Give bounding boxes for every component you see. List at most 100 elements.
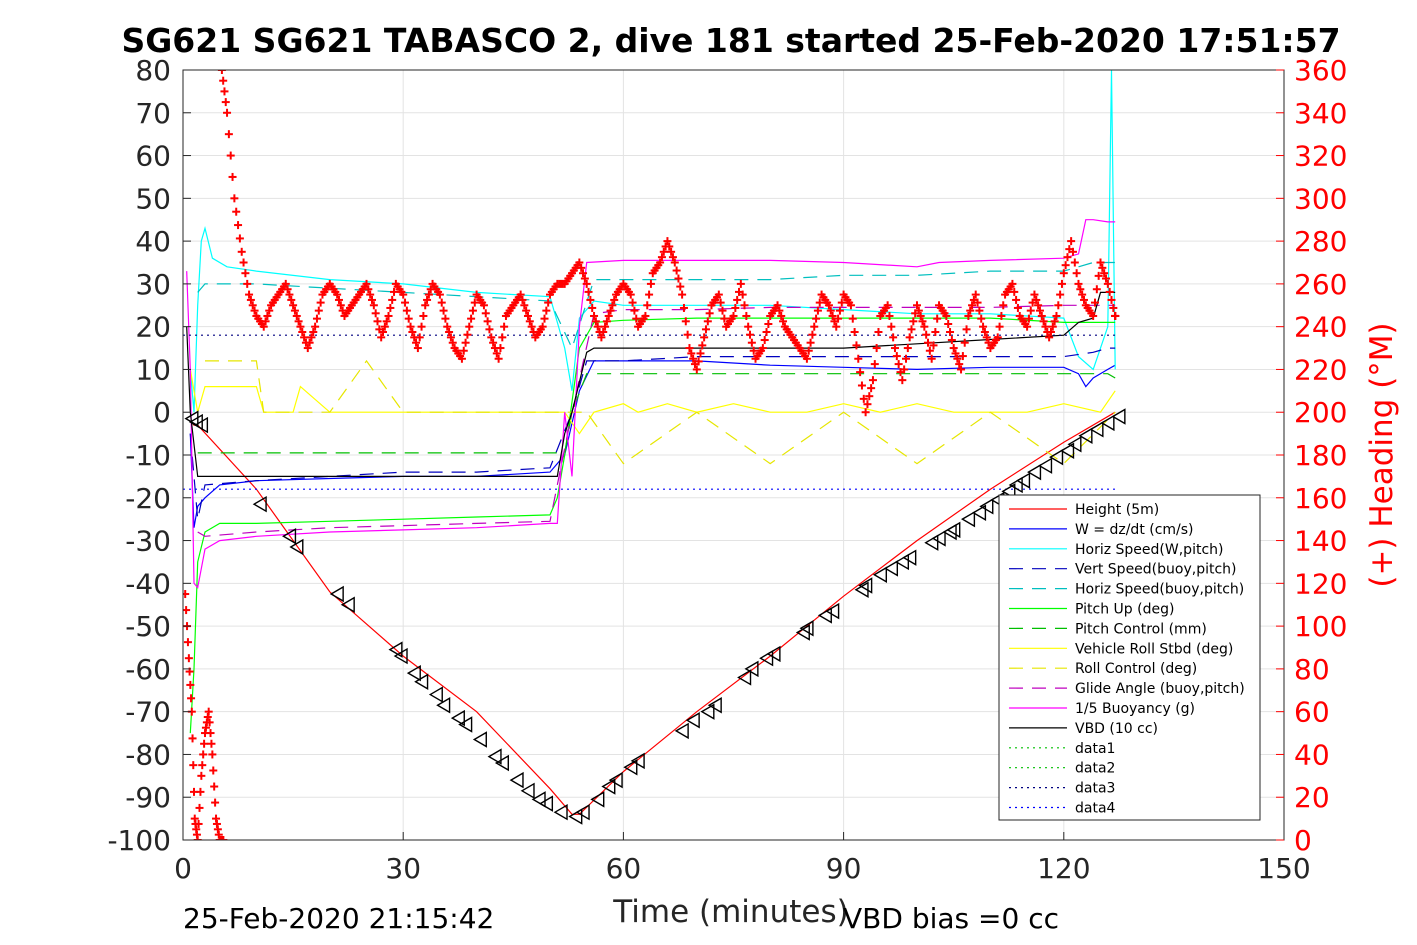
heading-marker — [656, 258, 665, 267]
heading-marker — [890, 344, 899, 353]
heading-layer — [183, 70, 1120, 840]
heading-marker — [731, 303, 740, 312]
heading-marker — [848, 314, 857, 323]
x-tick-label: 0 — [174, 852, 192, 885]
heading-marker — [999, 301, 1008, 310]
heading-marker — [298, 328, 307, 337]
y-tick-label: -50 — [125, 610, 171, 643]
heading-marker — [525, 317, 534, 326]
heading-marker — [207, 739, 216, 748]
height-marker — [1111, 408, 1126, 425]
heading-marker — [239, 258, 248, 267]
heading-marker — [285, 290, 294, 299]
heading-marker — [738, 290, 747, 299]
x-axis-label: Time (minutes) — [612, 894, 848, 930]
heading-marker — [300, 333, 309, 342]
heading-marker — [835, 306, 844, 315]
heading-marker — [580, 274, 589, 283]
heading-marker — [850, 328, 859, 337]
heading-marker — [608, 301, 617, 310]
heading-marker — [826, 306, 835, 315]
height-marker — [590, 791, 605, 808]
heading-marker — [894, 360, 903, 369]
heading-marker — [808, 330, 817, 339]
y-right-tick-label: 240 — [1294, 311, 1347, 344]
height-marker — [193, 416, 209, 434]
y-axis-right: 3603403203002802602402202001801601401201… — [1276, 54, 1347, 857]
y-right-tick-label: 0 — [1294, 824, 1312, 857]
y-tick-label: 0 — [153, 396, 171, 429]
heading-marker — [224, 130, 233, 139]
heading-marker — [1048, 322, 1057, 331]
legend-label-data2: data2 — [1075, 761, 1115, 777]
heading-marker — [1090, 298, 1099, 307]
heading-marker — [1079, 295, 1088, 304]
heading-marker — [837, 298, 846, 307]
heading-marker — [412, 338, 421, 347]
legend-label-vspeed_buoy: Vert Speed(buoy,pitch) — [1075, 562, 1237, 578]
legend-label-roll_control: Roll Control (deg) — [1075, 661, 1197, 677]
heading-marker — [500, 322, 509, 331]
heading-marker — [314, 306, 323, 315]
heading-marker — [208, 750, 217, 759]
heading-marker — [868, 376, 877, 385]
heading-marker — [1067, 237, 1076, 246]
heading-marker — [846, 301, 855, 310]
heading-marker — [870, 360, 879, 369]
y-tick-label: -60 — [125, 653, 171, 686]
y-tick-label: -80 — [125, 738, 171, 771]
heading-marker — [1056, 290, 1065, 299]
heading-marker — [219, 76, 228, 85]
heading-marker — [630, 306, 639, 315]
heading-marker — [863, 400, 872, 409]
heading-marker — [366, 290, 375, 299]
heading-marker — [290, 306, 299, 315]
heading-marker — [445, 328, 454, 337]
series-w — [189, 360, 1116, 528]
heading-marker — [922, 330, 931, 339]
y-tick-label: 70 — [135, 97, 171, 130]
heading-marker — [377, 333, 386, 342]
heading-marker — [714, 290, 723, 299]
heading-marker — [183, 638, 192, 647]
heading-marker — [913, 301, 921, 310]
footer-vbd-bias: VBD bias =0 cc — [843, 902, 1059, 935]
series-roll_control — [205, 359, 1116, 465]
heading-marker — [204, 707, 213, 716]
height-marker — [931, 530, 946, 547]
heading-marker — [762, 328, 771, 337]
heading-marker — [516, 290, 525, 299]
heading-marker — [694, 357, 703, 366]
y-right-tick-label: 260 — [1294, 268, 1347, 301]
heading-marker — [586, 295, 595, 304]
height-marker — [630, 752, 645, 770]
heading-marker — [263, 311, 272, 320]
legend-label-glide: Glide Angle (buoy,pitch) — [1075, 681, 1245, 697]
heading-marker — [1041, 322, 1050, 331]
legend-label-vbd: VBD (10 cc) — [1075, 721, 1158, 737]
height-marker — [700, 703, 715, 720]
x-axis: 0 30 60 90 120 150 — [174, 832, 1311, 885]
heading-marker — [226, 151, 235, 160]
y-tick-label: -70 — [125, 696, 171, 729]
heading-marker — [1098, 263, 1107, 272]
x-tick-label: 120 — [1037, 852, 1090, 885]
y-right-tick-label: 60 — [1294, 696, 1330, 729]
heading-marker — [364, 285, 373, 294]
heading-marker — [599, 328, 608, 337]
y-right-tick-label: 300 — [1294, 182, 1347, 215]
height-marker — [472, 731, 487, 748]
heading-marker — [834, 314, 843, 323]
height-marker — [329, 585, 344, 603]
heading-marker — [1070, 258, 1079, 267]
heading-marker — [977, 314, 986, 323]
heading-marker — [481, 309, 490, 318]
height-marker — [1008, 476, 1023, 494]
height-marker — [575, 803, 590, 821]
heading-marker — [259, 322, 268, 331]
heading-marker — [527, 322, 536, 331]
height-marker — [883, 560, 899, 577]
heading-marker — [408, 328, 417, 337]
legend-label-buoyancy: 1/5 Buoyancy (g) — [1075, 701, 1195, 717]
heading-marker — [914, 306, 923, 315]
